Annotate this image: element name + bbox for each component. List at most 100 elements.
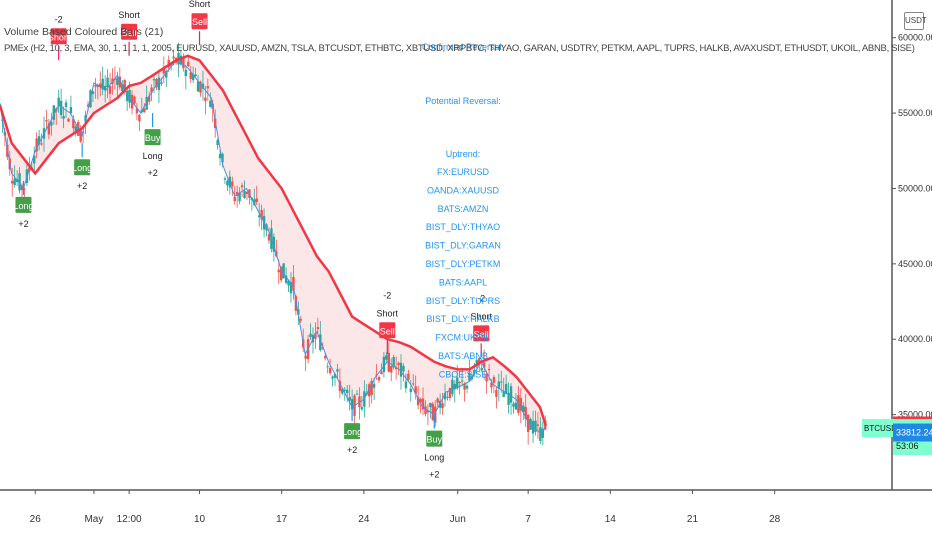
candle-body [304, 355, 307, 359]
short-signal-value: -2 [477, 293, 485, 303]
candle-body [18, 173, 21, 191]
candle-body [245, 191, 249, 194]
long-flag [144, 129, 161, 146]
long-signal-value: +2 [147, 168, 157, 178]
candle-body [94, 85, 97, 87]
price-tick-label: 60000.0000 [898, 33, 932, 43]
candle-body [13, 178, 16, 186]
price-tick-label: 35000.0000 [898, 410, 932, 420]
candle-body [429, 402, 432, 408]
candle-body [487, 369, 491, 371]
price-line [0, 59, 547, 434]
candle-body [456, 377, 459, 389]
candle-body [204, 97, 207, 101]
long-flag-label: Long [72, 163, 92, 173]
symbol-label: BTCUSDT [864, 424, 902, 433]
candle-body [201, 83, 205, 89]
uptrend-item: BATS:AAPL [439, 277, 487, 287]
candle-body [326, 366, 329, 368]
candle-body [72, 118, 75, 129]
candle-body [446, 396, 449, 398]
candle-body [478, 358, 481, 363]
candle-body [333, 373, 337, 378]
candle-body [534, 420, 537, 432]
candle-body [277, 269, 280, 273]
candle-body [394, 367, 398, 370]
candle-body [57, 97, 60, 107]
candle-body [453, 383, 457, 390]
candle-body [253, 199, 256, 206]
long-flag-label: Buy [427, 435, 443, 445]
long-signal-text: Long [424, 453, 444, 463]
price-tick-label: 50000.0000 [898, 183, 932, 193]
candle-body [79, 130, 82, 142]
candle-body [116, 78, 119, 85]
candle-body [182, 56, 185, 69]
candle-body [434, 406, 437, 423]
candle-body [52, 105, 55, 120]
candle-body [343, 389, 346, 391]
short-flag [473, 325, 490, 342]
candle-body [448, 387, 452, 399]
candle-body [299, 318, 302, 321]
candle-body [118, 76, 122, 88]
candle-body [331, 376, 334, 379]
candle-body [463, 383, 466, 390]
candle-body [150, 87, 153, 93]
candle-body [522, 405, 525, 412]
candle-body [507, 392, 510, 405]
candle-body [194, 74, 197, 77]
long-flag [74, 159, 91, 176]
candle-body [106, 77, 109, 87]
pmex-params[interactable]: PMEx (H2, 10, 3, EMA, 30, 1, 1, 1, 1, 20… [4, 43, 915, 54]
time-tick-label: 12:00 [117, 514, 142, 525]
candle-body [189, 72, 192, 79]
candle-body [257, 215, 261, 218]
candle-body [240, 185, 244, 188]
candle-body [497, 381, 501, 389]
uptrend-item: CBOE:SISE [439, 369, 488, 379]
time-tick-label: May [84, 514, 103, 525]
candle-body [539, 427, 542, 441]
candle-body [482, 362, 486, 368]
candle-body [372, 383, 376, 388]
candle-body [50, 121, 53, 126]
currency-button[interactable]: USDT [904, 12, 927, 30]
candle-body [541, 428, 545, 438]
candle-body [101, 78, 104, 90]
candle-body [20, 185, 24, 191]
long-flag-label: Long [342, 427, 362, 437]
candle-body [289, 281, 293, 294]
uptrend-item: OANDA:XAUUSD [427, 185, 500, 195]
candle-body [160, 82, 163, 84]
candle-body [424, 406, 427, 415]
candle-body [86, 104, 90, 107]
indicator-title[interactable]: Volume Based Coloured Bars (21) [4, 26, 164, 38]
signal-marker: Short -2 [48, 14, 70, 61]
uptrend-item: BATS:AMZN [438, 204, 489, 214]
candle-body [216, 140, 219, 146]
short-flag [121, 23, 138, 40]
long-flag [15, 196, 32, 213]
candle-body [436, 398, 439, 403]
time-tick-label: 28 [769, 514, 781, 525]
candle-body [377, 376, 381, 381]
candle-body [292, 276, 295, 291]
confirmed-reversal-label: Confirmed Reversal: [422, 42, 504, 52]
short-flag [191, 13, 208, 30]
candle-body [223, 178, 227, 180]
uptrend-item: BIST_DLY:TUPRS [426, 296, 500, 306]
short-signal-text: -2 [55, 14, 63, 24]
candle-body [64, 102, 68, 107]
short-flag-label: Sell [122, 28, 137, 38]
candle-body [37, 136, 41, 145]
signal-marker: Buy Long +2 [424, 414, 444, 480]
candle-body [382, 356, 386, 372]
price-tick-label: 40000.0000 [898, 334, 932, 344]
short-flag-label: Sell [192, 17, 207, 27]
candle-body [209, 100, 212, 107]
candle-body [370, 380, 373, 395]
candle-body [108, 86, 112, 94]
